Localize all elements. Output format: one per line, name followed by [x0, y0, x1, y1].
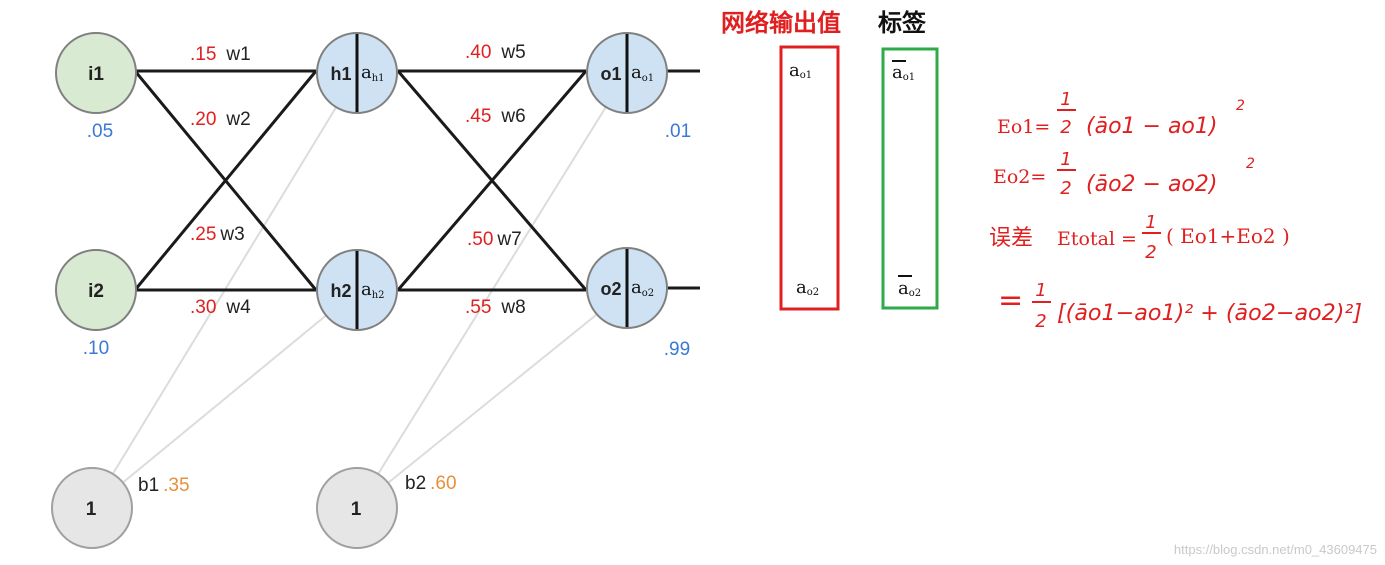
target-value-o2: .99 [664, 339, 690, 360]
input-node-circle [55, 249, 137, 331]
hidden-node-label: h1 [330, 64, 351, 84]
input-node-label: i2 [88, 281, 104, 302]
input-value-i1: .05 [87, 121, 113, 142]
activation-label: ao2 [631, 277, 654, 299]
bias-label-b1: b1.35 [138, 475, 190, 496]
formula-rhs: ( Eo1+Eo2 ) [1166, 224, 1290, 248]
formula-lhs: Eo2= [993, 166, 1046, 188]
half-denominator: 2 [1060, 117, 1071, 138]
hidden-node-label: h2 [330, 281, 351, 301]
weight-labels: .15 w1 .20 w2 .25 w3 .30 w4 .40 w5 .45 w6 .50 w… [190, 42, 526, 318]
bias-node-label: 1 [86, 499, 97, 520]
formula-eo1: Eo1= 1 2 (āo1 − ao1) 2 [997, 89, 1245, 139]
formula-lhs: Eo1= [997, 116, 1050, 138]
bias-node-b1: 1 [51, 467, 133, 549]
weight-label-w6: .45 w6 [465, 106, 526, 127]
input-node-label: i1 [88, 64, 104, 85]
label-entry-o2: ao2 [898, 278, 921, 299]
activation-label: ao1 [631, 62, 654, 84]
edge-w3 [133, 70, 318, 291]
formula-rhs: (āo2 − ao2) [1086, 172, 1217, 197]
weight-label-w5: .40 w5 [465, 42, 526, 63]
formula-lhs: Etotal = [1057, 228, 1137, 250]
half-denominator: 2 [1060, 178, 1071, 199]
weight-connections [133, 69, 700, 292]
square-exponent: 2 [1236, 98, 1245, 114]
bias-line-b1-h2 [91, 289, 358, 509]
output-node-label: o2 [600, 279, 621, 299]
watermark: https://blog.csdn.net/m0_43609475 [1173, 542, 1377, 557]
input-node-i1: i1 [55, 32, 137, 114]
activation-label: ah1 [361, 62, 385, 84]
output-node-o2: o2 ao2 [586, 247, 668, 329]
bias-node-label: 1 [351, 499, 362, 520]
bias-line-b2-o2 [356, 289, 628, 509]
weight-label-w7: .50 w7 [467, 229, 522, 250]
output-box [779, 45, 840, 311]
formula-eo2: Eo2= 1 2 (āo2 − ao2) 2 [993, 149, 1255, 199]
half-denominator: 2 [1035, 311, 1046, 332]
weight-label-w4: .30 w4 [190, 297, 251, 318]
hidden-node-h1: h1 ah1 [316, 32, 398, 114]
half-numerator: 1 [1145, 212, 1156, 233]
formula-final: = 1 2 [(āo1−ao1)² + (āo2−ao2)²] [998, 280, 1362, 332]
bias-node-circle [316, 467, 398, 549]
final-equals: = [998, 283, 1023, 318]
half-numerator: 1 [1060, 89, 1071, 110]
output-node-label: o1 [600, 64, 621, 84]
half-numerator: 1 [1060, 149, 1071, 170]
bias-node-circle [51, 467, 133, 549]
output-entry-o1: ao1 [789, 60, 812, 81]
weight-label-w3: .25 w3 [190, 224, 245, 245]
label-box-title: 标签 [878, 8, 927, 37]
label-entry-o1: ao1 [892, 62, 915, 83]
edge-w7 [396, 70, 588, 291]
bias-node-b2: 1 [316, 467, 398, 549]
hidden-node-h2: h2 ah2 [316, 249, 398, 331]
input-node-circle [55, 32, 137, 114]
half-denominator: 2 [1145, 242, 1156, 263]
output-entry-o2: ao2 [796, 277, 819, 298]
label-box [881, 47, 939, 310]
formula-rhs: (āo1 − ao1) [1086, 114, 1217, 139]
formula-rhs: [(āo1−ao1)² + (āo2−ao2)²] [1057, 301, 1362, 326]
output-node-o1: o1 ao1 [586, 32, 668, 114]
weight-label-w2: .20 w2 [190, 109, 251, 130]
error-label: 误差 [989, 226, 1033, 251]
formula-etotal: 误差 Etotal = 1 2 ( Eo1+Eo2 ) [989, 212, 1290, 263]
weight-label-w8: .55 w8 [465, 297, 526, 318]
weight-label-w1: .15 w1 [190, 44, 251, 65]
input-node-i2: i2 [55, 249, 137, 331]
activation-label: ah2 [361, 279, 385, 301]
bias-label-b2: b2.60 [405, 473, 457, 494]
target-value-o1: .01 [665, 121, 691, 142]
input-value-i2: .10 [83, 338, 109, 359]
square-exponent: 2 [1246, 156, 1255, 172]
half-numerator: 1 [1035, 280, 1046, 301]
output-box-title: 网络输出值 [721, 8, 841, 37]
